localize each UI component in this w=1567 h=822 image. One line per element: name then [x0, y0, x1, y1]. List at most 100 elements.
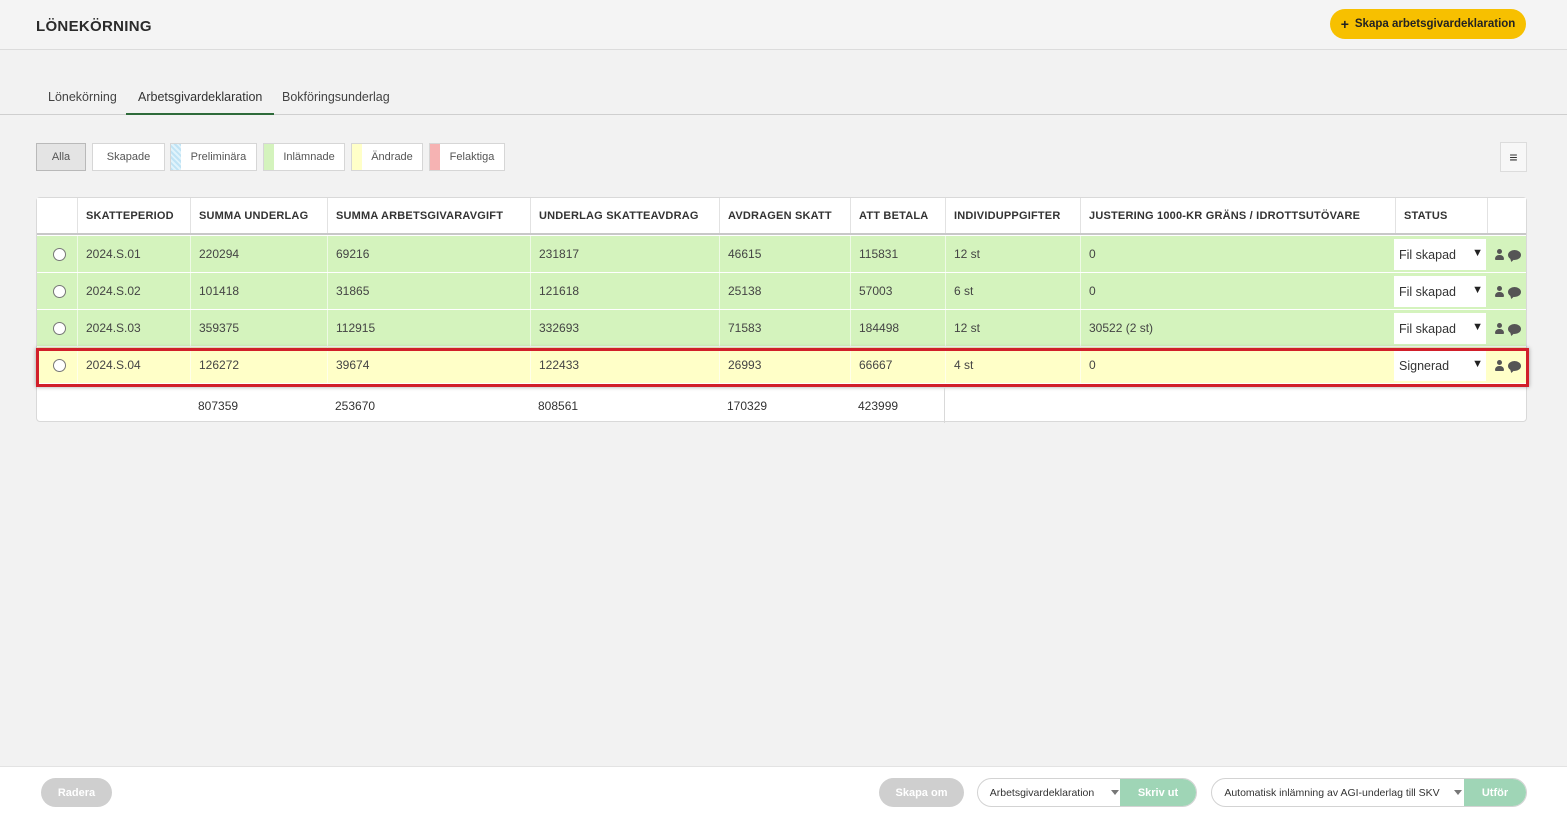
- radio-button[interactable]: [53, 358, 66, 372]
- column-header[interactable]: ATT BETALA: [850, 198, 945, 233]
- chat-bubble-icon[interactable]: [1508, 286, 1521, 297]
- table-row[interactable]: 2024.S.01 220294 69216 231817 46615 1158…: [37, 236, 1526, 273]
- filter-label: Inlämnade: [283, 151, 335, 163]
- summa-underlag-cell: 359375: [190, 310, 327, 346]
- period-cell: 2024.S.01: [77, 236, 190, 272]
- row-select[interactable]: [37, 347, 77, 383]
- status-select[interactable]: Signerad ▼: [1394, 350, 1486, 381]
- chevron-down-icon: ▼: [1472, 358, 1483, 370]
- period-cell: 2024.S.04: [77, 347, 190, 383]
- totals-row: 807359 253670 808561 170329 423999: [37, 388, 1526, 423]
- submit-combo: Automatisk inlämning av AGI-underlag til…: [1211, 778, 1527, 807]
- chat-bubble-icon[interactable]: [1508, 249, 1521, 260]
- totals-divider: [944, 388, 945, 423]
- filter-andrade[interactable]: Ändrade: [351, 143, 423, 171]
- filter-felaktiga[interactable]: Felaktiga: [429, 143, 505, 171]
- filter-alla[interactable]: Alla: [36, 143, 86, 171]
- column-header[interactable]: INDIVIDUPPGIFTER: [945, 198, 1080, 233]
- status-value: Fil skapad: [1399, 284, 1456, 299]
- underlag-skatteavdrag-cell: 332693: [530, 310, 719, 346]
- execute-button[interactable]: Utför: [1464, 779, 1526, 806]
- total-summa-underlag: 807359: [198, 398, 239, 413]
- period-cell: 2024.S.03: [77, 310, 190, 346]
- underlag-skatteavdrag-cell: 231817: [530, 236, 719, 272]
- caret-down-icon: [1111, 790, 1119, 795]
- summa-underlag-cell: 126272: [190, 347, 327, 383]
- chat-bubble-icon[interactable]: [1508, 323, 1521, 334]
- filter-inlamnade[interactable]: Inlämnade: [263, 143, 345, 171]
- recreate-button[interactable]: Skapa om: [879, 778, 964, 807]
- column-header[interactable]: SUMMA UNDERLAG: [190, 198, 327, 233]
- row-select[interactable]: [37, 236, 77, 272]
- justering-cell: 0: [1080, 236, 1395, 272]
- print-type-select[interactable]: Arbetsgivardeklaration: [989, 786, 1095, 799]
- create-declaration-button[interactable]: + Skapa arbetsgivardeklaration: [1330, 9, 1526, 39]
- chat-bubble-icon[interactable]: [1508, 360, 1521, 371]
- caret-down-icon: [1454, 790, 1462, 795]
- select-column-header: [37, 198, 77, 233]
- tab-arbetsgivardeklaration[interactable]: Arbetsgivardeklaration: [126, 90, 275, 115]
- person-icon[interactable]: [1494, 360, 1505, 371]
- arbetsgivaravgift-cell: 39674: [327, 347, 530, 383]
- status-value: Fil skapad: [1399, 321, 1456, 336]
- filter-preliminara[interactable]: Preliminära: [170, 143, 257, 171]
- total-avdragen-skatt: 170329: [727, 398, 768, 413]
- tab-bokforingsunderlag[interactable]: Bokföringsunderlag: [282, 90, 390, 104]
- total-arbetsgivaravgift: 253670: [335, 398, 376, 413]
- person-icon[interactable]: [1494, 249, 1505, 260]
- actions-column-header: [1487, 198, 1526, 233]
- submitted-swatch: [264, 144, 274, 170]
- filter-label: Preliminära: [190, 151, 247, 163]
- top-header: LÖNEKÖRNING + Skapa arbetsgivardeklarati…: [0, 0, 1567, 50]
- column-header[interactable]: STATUS: [1395, 198, 1487, 233]
- column-header[interactable]: JUSTERING 1000-KR GRÄNS / IDROTTSUTÖVARE: [1080, 198, 1395, 233]
- column-header[interactable]: UNDERLAG SKATTEAVDRAG: [530, 198, 719, 233]
- status-select[interactable]: Fil skapad ▼: [1394, 276, 1486, 307]
- person-icon[interactable]: [1494, 323, 1505, 334]
- column-header[interactable]: SUMMA ARBETSGIVARAVGIFT: [327, 198, 530, 233]
- plus-icon: +: [1340, 16, 1349, 32]
- delete-button[interactable]: Radera: [41, 778, 112, 807]
- status-value: Fil skapad: [1399, 247, 1456, 262]
- chevron-down-icon: ▼: [1472, 321, 1483, 333]
- print-combo: Arbetsgivardeklaration Skriv ut: [977, 778, 1197, 807]
- table-header: SKATTEPERIOD SUMMA UNDERLAG SUMMA ARBETS…: [37, 198, 1526, 235]
- avdragen-skatt-cell: 71583: [719, 310, 850, 346]
- arbetsgivaravgift-cell: 112915: [327, 310, 530, 346]
- status-select[interactable]: Fil skapad ▼: [1394, 313, 1486, 344]
- row-actions: [1489, 236, 1526, 273]
- att-betala-cell: 115831: [850, 236, 945, 272]
- changed-swatch: [352, 144, 362, 170]
- declaration-table: SKATTEPERIOD SUMMA UNDERLAG SUMMA ARBETS…: [36, 197, 1529, 423]
- tab-lonekorning[interactable]: Lönekörning: [48, 90, 117, 104]
- row-actions: [1489, 347, 1526, 384]
- column-header[interactable]: AVDRAGEN SKATT: [719, 198, 850, 233]
- underlag-skatteavdrag-cell: 121618: [530, 273, 719, 309]
- preliminary-swatch: [171, 144, 181, 170]
- person-icon[interactable]: [1494, 286, 1505, 297]
- justering-cell: 0: [1080, 273, 1395, 309]
- individuppgifter-cell: 4 st: [945, 347, 1080, 383]
- arbetsgivaravgift-cell: 69216: [327, 236, 530, 272]
- hamburger-icon[interactable]: ≡: [1500, 142, 1527, 172]
- radio-button[interactable]: [53, 321, 66, 335]
- submit-type-select[interactable]: Automatisk inlämning av AGI-underlag til…: [1224, 786, 1440, 799]
- filter-skapade[interactable]: Skapade: [92, 143, 165, 171]
- filter-label: Felaktiga: [449, 151, 495, 163]
- status-select[interactable]: Fil skapad ▼: [1394, 239, 1486, 270]
- row-select[interactable]: [37, 273, 77, 309]
- table-row[interactable]: 2024.S.04 126272 39674 122433 26993 6666…: [37, 347, 1526, 384]
- column-header[interactable]: SKATTEPERIOD: [77, 198, 190, 233]
- print-button[interactable]: Skriv ut: [1120, 779, 1196, 806]
- avdragen-skatt-cell: 46615: [719, 236, 850, 272]
- summa-underlag-cell: 220294: [190, 236, 327, 272]
- row-select[interactable]: [37, 310, 77, 346]
- radio-button[interactable]: [53, 247, 66, 261]
- arbetsgivaravgift-cell: 31865: [327, 273, 530, 309]
- period-cell: 2024.S.02: [77, 273, 190, 309]
- radio-button[interactable]: [53, 284, 66, 298]
- individuppgifter-cell: 12 st: [945, 236, 1080, 272]
- table-row[interactable]: 2024.S.02 101418 31865 121618 25138 5700…: [37, 273, 1526, 310]
- table-row[interactable]: 2024.S.03 359375 112915 332693 71583 184…: [37, 310, 1526, 347]
- individuppgifter-cell: 12 st: [945, 310, 1080, 346]
